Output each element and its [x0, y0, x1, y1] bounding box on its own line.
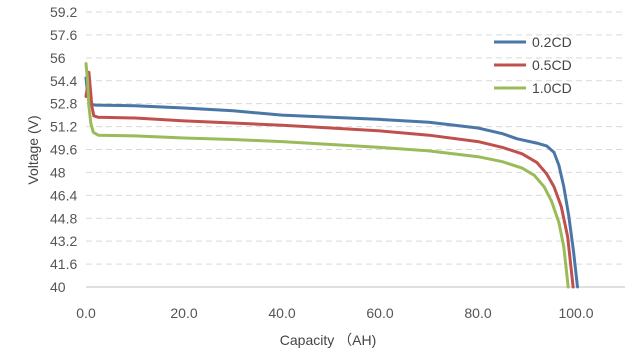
- y-axis-ticks: 40 41.6 43.2 44.8 46.4 48 49.6 51.2 52.8 54.4 56 57…: [50, 4, 77, 295]
- y-tick-label: 54.4: [50, 73, 77, 89]
- y-tick-label: 51.2: [50, 119, 77, 135]
- legend-label: 0.5CD: [532, 57, 572, 73]
- series-line-0-2cd: [84, 76, 579, 289]
- series-line-1-0cd: [84, 62, 570, 289]
- legend-label: 0.2CD: [532, 34, 572, 50]
- y-tick-label: 52.8: [50, 96, 77, 112]
- x-tick-label: 20.0: [170, 305, 197, 321]
- x-tick-label: 60.0: [366, 305, 393, 321]
- series-line-0-5cd: [84, 70, 575, 289]
- y-tick-label: 41.6: [50, 256, 77, 272]
- y-tick-label: 49.6: [50, 142, 77, 158]
- x-axis-title: Capacity （AH): [280, 332, 376, 348]
- x-tick-label: 40.0: [268, 305, 295, 321]
- y-tick-label: 40: [50, 279, 66, 295]
- y-tick-label: 46.4: [50, 187, 77, 203]
- legend: 0.2CD 0.5CD 1.0CD: [494, 34, 572, 96]
- legend-label: 1.0CD: [532, 80, 572, 96]
- y-tick-label: 48: [50, 164, 66, 180]
- y-tick-label: 57.6: [50, 27, 77, 43]
- x-axis-ticks: 0.0 20.0 40.0 60.0 80.0 100.0: [76, 305, 593, 321]
- x-tick-label: 100.0: [558, 305, 593, 321]
- y-tick-label: 56: [50, 50, 66, 66]
- x-tick-label: 0.0: [76, 305, 96, 321]
- series-lines: [84, 62, 579, 289]
- y-axis-title: Voltage (V): [25, 115, 41, 184]
- y-tick-label: 43.2: [50, 233, 77, 249]
- y-tick-label: 59.2: [50, 4, 77, 20]
- x-tick-label: 80.0: [464, 305, 491, 321]
- y-tick-label: 44.8: [50, 210, 77, 226]
